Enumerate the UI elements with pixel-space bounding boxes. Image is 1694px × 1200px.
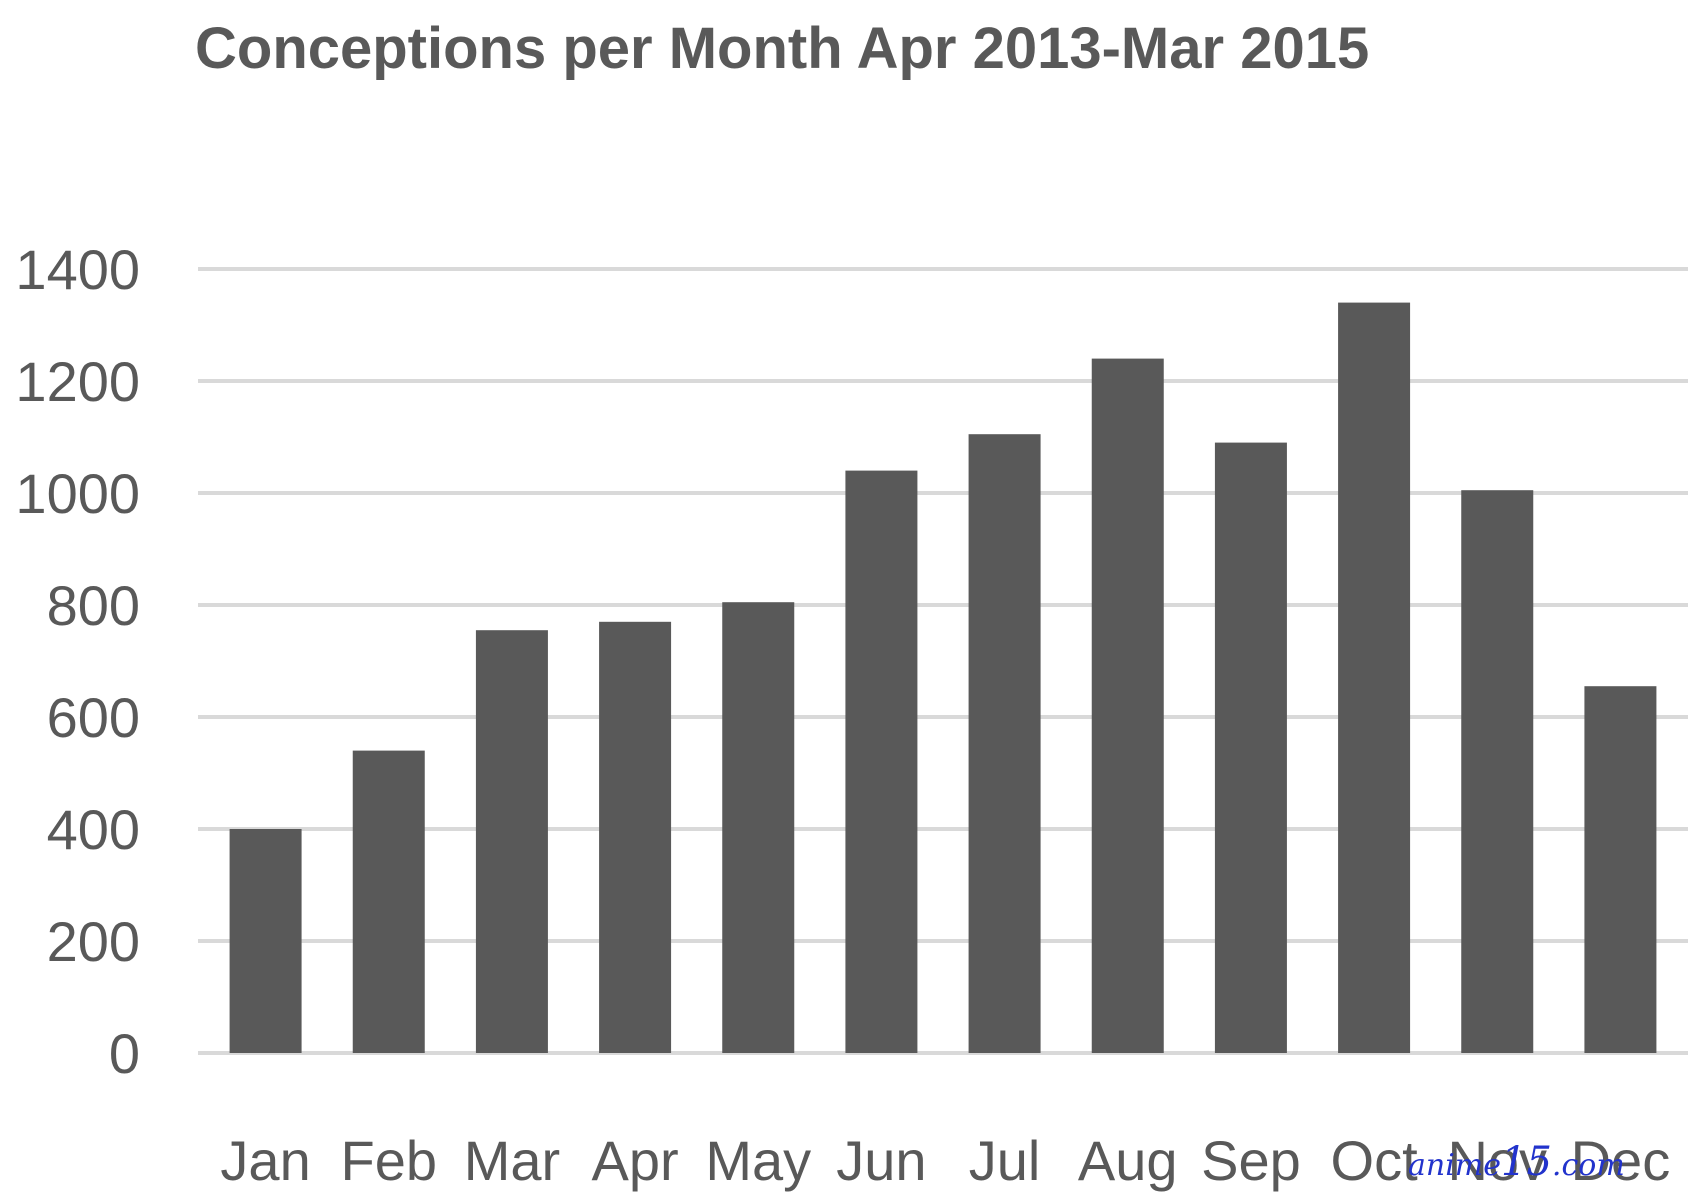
- x-tick-label: Jul: [969, 1129, 1041, 1192]
- y-tick-label: 200: [47, 910, 140, 973]
- bars: [229, 302, 1657, 1054]
- bar-dec: [1584, 686, 1657, 1053]
- gridlines: [198, 267, 1688, 1055]
- y-tick-label: 400: [47, 798, 140, 861]
- x-tick-label: Jun: [836, 1129, 926, 1192]
- x-tick-label: Aug: [1078, 1129, 1178, 1192]
- bar-apr: [599, 621, 672, 1053]
- watermark: anime15.com: [1408, 1139, 1625, 1185]
- x-tick-label: Oct: [1331, 1129, 1419, 1192]
- x-axis-ticks: Jan Feb Mar Apr May Jun Jul Aug Sep Oct Nov Dec: [220, 1129, 1670, 1192]
- y-tick-label: 1200: [15, 350, 140, 413]
- x-tick-label: Jan: [220, 1129, 310, 1192]
- bar-feb: [352, 750, 425, 1053]
- y-tick-label: 1400: [15, 238, 140, 301]
- bar-jun: [845, 470, 918, 1054]
- x-tick-label: Feb: [341, 1129, 438, 1192]
- bar-mar: [475, 630, 548, 1053]
- x-tick-label: May: [705, 1129, 811, 1192]
- bar-jul: [968, 434, 1041, 1053]
- watermark-prefix: anime: [1408, 1148, 1501, 1183]
- y-tick-label: 800: [47, 574, 140, 637]
- y-tick-label: 1000: [15, 462, 140, 525]
- bar-jan: [229, 829, 302, 1053]
- bar-nov: [1461, 490, 1534, 1053]
- y-axis-ticks: 0 200 400 600 800 1000 1200 1400: [15, 238, 140, 1085]
- watermark-suffix: .com: [1552, 1148, 1625, 1183]
- y-tick-label: 600: [47, 686, 140, 749]
- watermark-number: 15: [1501, 1139, 1552, 1185]
- bar-aug: [1091, 358, 1164, 1054]
- bar-sep: [1214, 442, 1287, 1054]
- x-tick-label: Mar: [464, 1129, 560, 1192]
- x-tick-label: Nov: [1447, 1129, 1547, 1192]
- x-tick-label: Apr: [592, 1129, 679, 1192]
- x-tick-label: Dec: [1571, 1129, 1671, 1192]
- bar-oct: [1338, 302, 1411, 1054]
- chart-title: Conceptions per Month Apr 2013-Mar 2015: [195, 16, 1369, 81]
- svg-text:anime15.com: anime15.com: [1408, 1139, 1625, 1185]
- y-tick-label: 0: [109, 1022, 140, 1085]
- x-tick-label: Sep: [1201, 1129, 1301, 1192]
- bar-may: [722, 602, 795, 1053]
